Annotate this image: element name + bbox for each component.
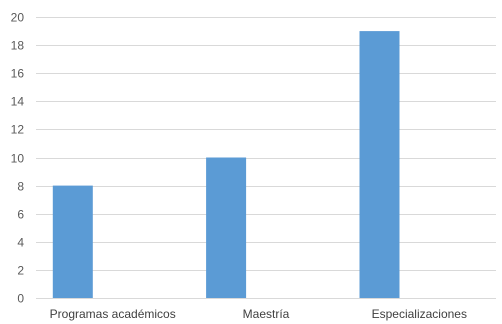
y-tick-label: 16 [11,67,25,81]
y-tick-label: 20 [11,11,25,25]
y-tick-label: 12 [11,123,25,137]
y-tick-label: 4 [17,236,24,250]
y-tick-label: 14 [11,95,25,109]
bar [52,185,93,298]
y-axis-ticks: 0 2 4 6 8 10 12 14 16 18 20 [11,11,25,306]
bar [359,31,400,298]
bars [52,31,400,298]
y-tick-label: 6 [17,208,24,222]
y-tick-label: 0 [17,292,24,306]
y-tick-label: 8 [17,180,24,194]
x-category-label: Especializaciones [372,307,467,321]
y-tick-label: 2 [17,264,24,278]
x-axis-categories: Programas académicos Maestría Especializac… [50,307,467,321]
y-tick-label: 10 [11,152,25,166]
x-category-label: Maestría [243,307,290,321]
gridlines [36,17,496,271]
x-category-label: Programas académicos [50,307,176,321]
bar [206,157,247,298]
y-tick-label: 18 [11,39,25,53]
